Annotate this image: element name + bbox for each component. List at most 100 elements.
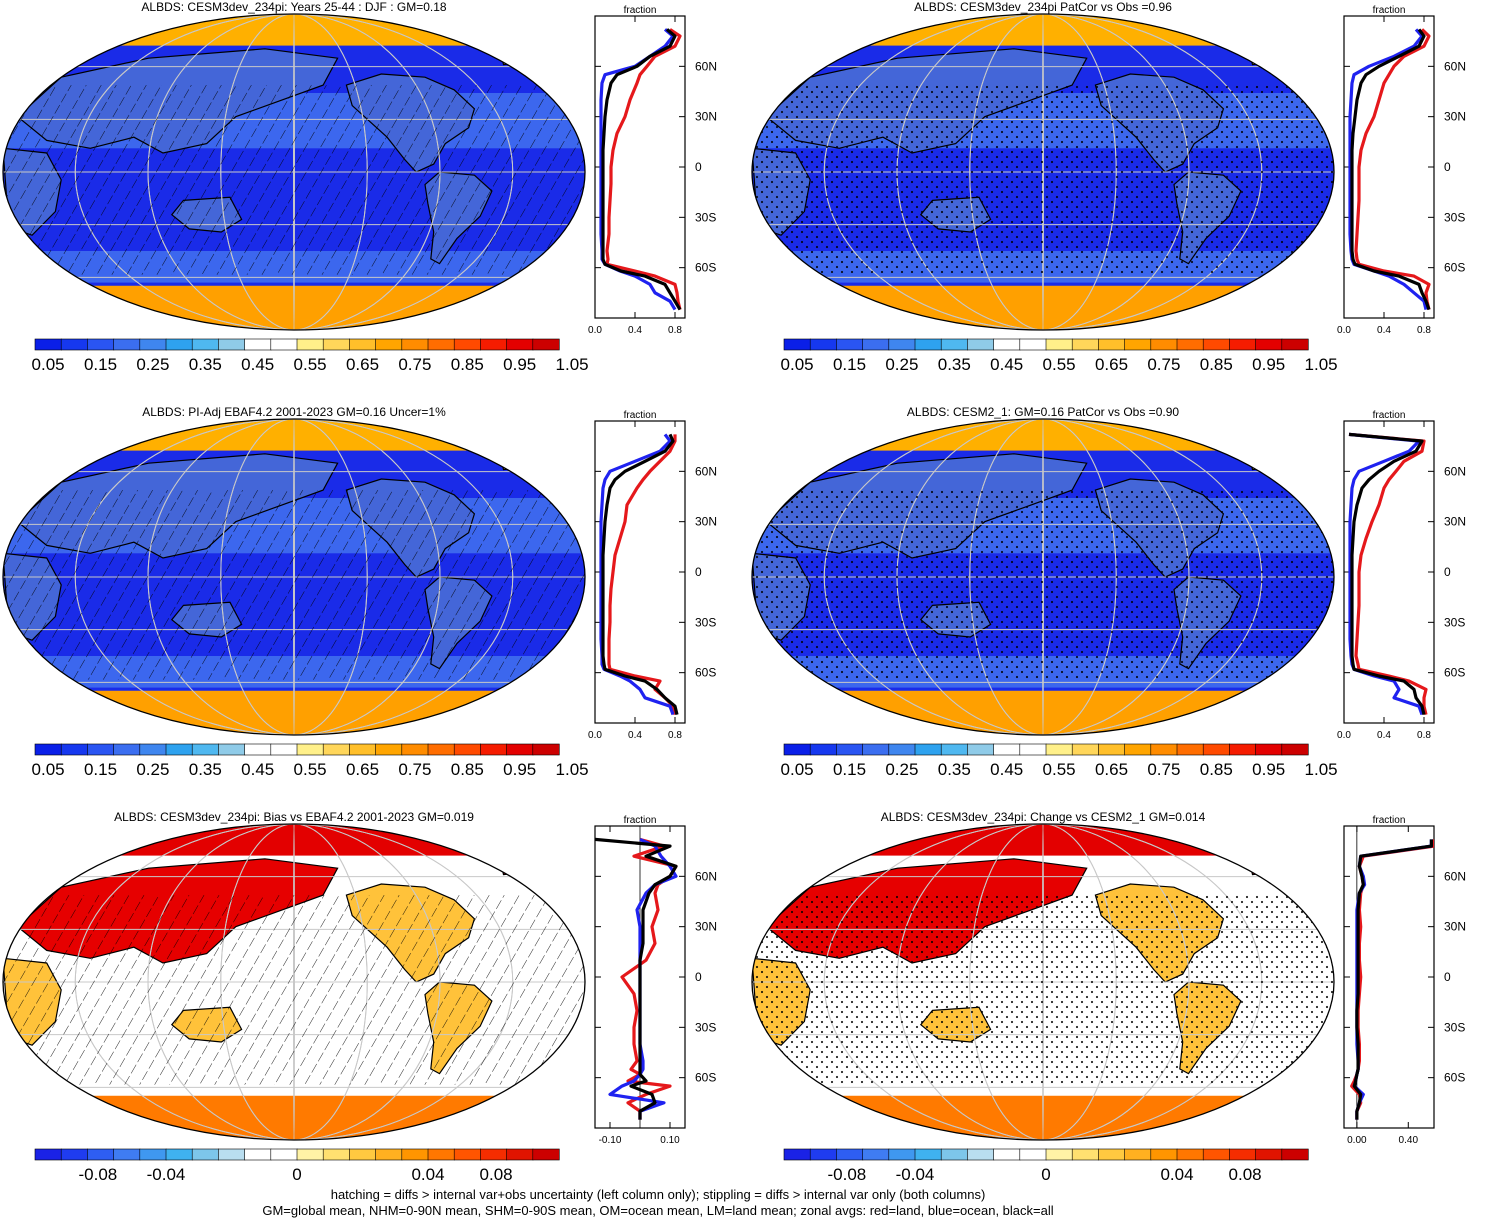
colorbar-label: 0.04 [411, 1165, 444, 1184]
colorbar-swatch [322, 743, 351, 756]
zonal-profile-p1: fraction 0.0 0.4 0.8 60N 30N 0 30S 60S [588, 5, 717, 336]
colorbar-swatch [375, 1148, 403, 1161]
panel-p4: ALBDS: CESM2_1: GM=0.16 PatCor vs Obs =0… [751, 405, 1466, 779]
colorbar-label: 0.45 [990, 355, 1023, 374]
colorbar-swatch [296, 743, 324, 756]
colorbar-swatch [940, 743, 969, 756]
y-tick-label: 30S [1444, 1020, 1465, 1034]
colorbar-label: 0 [292, 1165, 301, 1184]
colorbar-label: 0.55 [1043, 760, 1076, 779]
colorbar-swatch [349, 1148, 377, 1161]
colorbar-label: 0.15 [84, 760, 117, 779]
colorbar-swatch [888, 338, 916, 351]
colorbar-swatch [862, 1148, 890, 1161]
x-tick-label: 0.4 [628, 730, 642, 741]
colorbar-label: -0.08 [79, 1165, 118, 1184]
colorbar-swatch [191, 338, 219, 351]
colorbar-swatch [783, 743, 811, 756]
colorbar-swatch [270, 743, 298, 756]
x-tick-label: -0.10 [599, 1135, 622, 1146]
panel-title: ALBDS: CESM3dev_234pi: Bias vs EBAF4.2 2… [114, 810, 474, 824]
colorbar-swatch [862, 338, 890, 351]
colorbar-label: 0.55 [294, 355, 327, 374]
land-greenland [1245, 847, 1292, 876]
map-outline [751, 823, 1335, 1141]
colorbar-swatch [218, 1148, 246, 1161]
land-greenland [1245, 442, 1292, 471]
stippling-overlay [752, 85, 1334, 275]
y-tick-label: 30N [695, 110, 717, 124]
colorbar-swatch [1150, 743, 1178, 756]
panel-title: ALBDS: CESM3dev_234pi: Change vs CESM2_1… [881, 810, 1206, 824]
colorbar-swatch [1281, 338, 1309, 351]
colorbar-swatch [218, 338, 246, 351]
colorbar-swatch [349, 743, 377, 756]
colorbar-label: 0.85 [1200, 355, 1233, 374]
colorbar-label: 0.65 [1095, 760, 1128, 779]
y-tick-label: 0 [695, 160, 702, 174]
y-tick-label: 0 [1444, 970, 1451, 984]
colorbar-swatch [401, 743, 429, 756]
panel-title: ALBDS: CESM2_1: GM=0.16 PatCor vs Obs =0… [907, 405, 1179, 419]
colorbar-swatch [809, 743, 838, 756]
colorbar-swatch [34, 1148, 62, 1161]
colorbar-swatch [375, 338, 403, 351]
colorbar-swatch [1019, 338, 1047, 351]
colorbar-swatch [401, 338, 429, 351]
colorbar-swatch [914, 1148, 942, 1161]
colorbar-label: -0.04 [147, 1165, 186, 1184]
colorbar-swatch [993, 743, 1021, 756]
profile-title: fraction [624, 410, 657, 421]
series-land [607, 434, 677, 715]
colorbar-swatch [244, 1148, 272, 1161]
colorbar-label: 0.45 [241, 355, 274, 374]
colorbar-label: 1.05 [556, 760, 589, 779]
zonal-profile-p5: fraction -0.10 0.10 60N 30N 0 30S 60S [594, 815, 717, 1146]
colorbar-label: 0.05 [32, 760, 65, 779]
colorbar-swatch [1255, 743, 1283, 756]
colorbar-swatch [1176, 743, 1204, 756]
panel-p3: ALBDS: PI-Adj EBAF4.2 2001-2023 GM=0.16 … [2, 405, 717, 779]
colorbar-swatch [480, 743, 508, 756]
zonal-profile-p4: fraction 0.0 0.4 0.8 60N 30N 0 30S 60S [1337, 410, 1466, 741]
series-all [601, 28, 682, 311]
x-tick-label: 0.4 [628, 325, 642, 336]
colorbar-swatch [375, 743, 403, 756]
profile-title: fraction [624, 815, 657, 826]
x-tick-label: 0.00 [1347, 1135, 1367, 1146]
map-p5 [3, 824, 585, 1140]
colorbar-label: 0.75 [398, 355, 431, 374]
colorbar-label: 0.25 [136, 760, 169, 779]
colorbar-swatch [1176, 1148, 1204, 1161]
colorbar-label: 0.55 [294, 760, 327, 779]
colorbar-swatch [940, 338, 969, 351]
land-greenland [496, 442, 543, 471]
colorbar-swatch [940, 1148, 969, 1161]
colorbar-swatch [113, 338, 141, 351]
colorbar-swatch [401, 1148, 429, 1161]
colorbar-p3: 0.05 0.15 0.25 0.35 0.45 0.55 0.65 0.75 0.85 0.95… [32, 743, 589, 779]
colorbar-swatch [1202, 743, 1230, 756]
colorbar-swatch [322, 338, 351, 351]
colorbar-swatch [87, 338, 115, 351]
colorbar-label: -0.04 [896, 1165, 935, 1184]
hatching-overlay [3, 490, 585, 680]
colorbar-swatch [1281, 743, 1309, 756]
colorbar-label: 0.35 [189, 355, 222, 374]
hatching-overlay [3, 895, 585, 1085]
colorbar-swatch [453, 1148, 482, 1161]
colorbar-swatch [967, 1148, 995, 1161]
colorbar-swatch [1071, 1148, 1099, 1161]
colorbar-swatch [888, 743, 916, 756]
colorbar-swatch [244, 338, 272, 351]
colorbar-p2: 0.05 0.15 0.25 0.35 0.45 0.55 0.65 0.75 0.85 0.95… [781, 338, 1338, 374]
colorbar-label: 0.45 [990, 760, 1023, 779]
colorbar-swatch [165, 1148, 193, 1161]
colorbar-swatch [836, 743, 864, 756]
series-land [1354, 28, 1431, 310]
colorbar-swatch [60, 743, 89, 756]
x-tick-label: 0.8 [1417, 730, 1431, 741]
profile-title: fraction [1373, 410, 1406, 421]
colorbar-swatch [191, 1148, 219, 1161]
colorbar-swatch [1202, 1148, 1230, 1161]
